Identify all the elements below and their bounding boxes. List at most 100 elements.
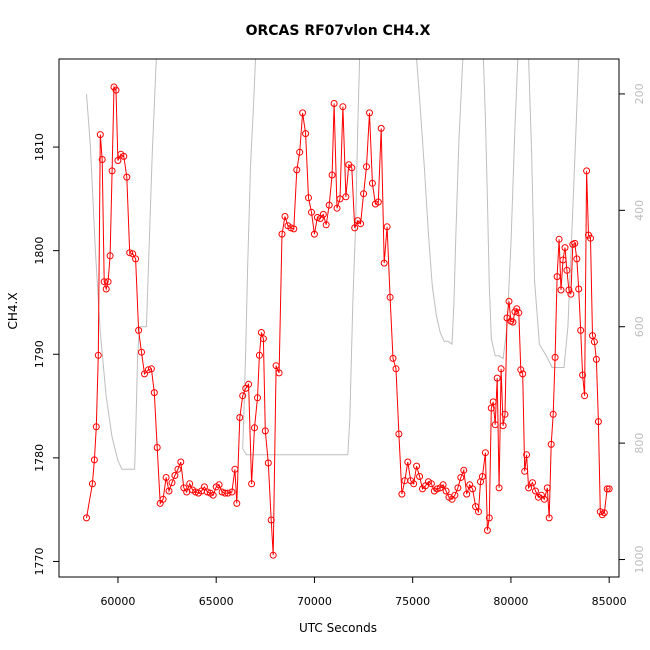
ch4-point [529, 479, 536, 487]
ch4-point [264, 459, 272, 467]
ch4-point [472, 503, 480, 511]
x-axis-label: UTC Seconds [299, 621, 377, 635]
ch4-point [112, 86, 120, 94]
ch4-point [579, 371, 587, 379]
ch4-point [83, 514, 90, 522]
ch4-point [410, 480, 418, 488]
ch4-point [120, 152, 128, 160]
ch4-point [96, 131, 104, 139]
ch4-point [108, 167, 116, 175]
ch4-point [559, 256, 567, 264]
ch4-point [589, 332, 596, 340]
ch4-point [561, 244, 569, 252]
ch4-point [325, 201, 333, 209]
plot-frame [58, 58, 620, 578]
ch4-point [478, 473, 486, 480]
ch4-point [386, 293, 394, 301]
ch4-point [342, 193, 350, 201]
ch4-point [517, 366, 525, 374]
ch4-point [322, 221, 330, 229]
ch4-point [186, 480, 194, 488]
ch4-point [366, 109, 373, 117]
ch4-point [451, 491, 459, 499]
ch4-point [299, 109, 307, 117]
y2-tick-label: 600 [633, 316, 646, 337]
ch4-point [416, 473, 424, 480]
ch4-point [233, 499, 241, 507]
x-tick-label: 65000 [199, 595, 234, 608]
ch4-point [272, 362, 280, 370]
y2-tick-label: 1000 [633, 546, 646, 574]
ch4-point [259, 335, 267, 343]
ch4-point [106, 252, 114, 260]
ch4-point [489, 398, 497, 406]
ch4-point [475, 508, 482, 516]
ch4-point [577, 326, 585, 334]
ch4-point [310, 230, 318, 238]
ch4-point [94, 351, 102, 359]
ch4-point [567, 290, 575, 298]
ch4-point [583, 167, 591, 175]
ch4-point [598, 511, 606, 519]
ch4-point [88, 480, 96, 488]
ch4-point [287, 224, 295, 232]
ch4-point [543, 484, 551, 492]
ch4-point [177, 458, 185, 466]
x-tick-label: 85000 [592, 595, 627, 608]
ch4-point [296, 148, 304, 156]
ch4-point [357, 220, 365, 228]
ch4-point [339, 103, 347, 111]
ch4-point [231, 465, 239, 473]
ch4-point [162, 474, 170, 481]
ch4-point [102, 285, 110, 293]
ch4-point [603, 485, 611, 493]
ch4-point [493, 374, 501, 382]
ch4-point [563, 266, 571, 274]
ch4-point [90, 456, 98, 464]
ch4-point [433, 485, 441, 493]
ch4-point [221, 489, 229, 497]
ch4-point [98, 156, 106, 163]
ch4-point [557, 286, 565, 294]
ch4-point [549, 410, 557, 418]
ch4-point [501, 410, 509, 418]
ch4-point [392, 365, 400, 373]
ch4-point [100, 278, 108, 286]
ch4-point [269, 551, 277, 559]
ch4-point [442, 487, 450, 495]
ch4-point [293, 166, 301, 174]
ch4-point [565, 286, 573, 294]
ch4-point [165, 487, 173, 495]
ch4-point [126, 249, 134, 257]
ch4-point [302, 130, 310, 138]
ch4-point [114, 157, 122, 164]
ch4-point [333, 204, 341, 212]
y2-tick-label: 800 [633, 433, 646, 454]
x-tick-label: 75000 [395, 595, 430, 608]
ch4-point [336, 195, 344, 203]
ch4-point [290, 225, 298, 233]
ch4-point [313, 214, 321, 221]
ch4-point [150, 389, 158, 397]
ch4-point [485, 514, 493, 522]
ch4-point [573, 255, 581, 263]
ch4-series [83, 83, 613, 559]
y-tick-label: 1800 [33, 237, 46, 265]
ch4-point [575, 285, 583, 293]
x-tick-label: 60000 [100, 595, 135, 608]
ch4-point [469, 485, 477, 493]
ch4-point [132, 255, 140, 263]
ch4-point [497, 365, 505, 373]
ch4-point [571, 239, 579, 247]
ch4-point [224, 489, 232, 497]
y-tick-label: 1780 [33, 444, 46, 472]
ch4-point [383, 223, 391, 231]
ch4-point [254, 394, 261, 402]
ch4-point [183, 488, 191, 496]
x-tick-label: 80000 [493, 595, 528, 608]
ch4-point [404, 458, 412, 466]
pressure-series [86, 59, 580, 470]
ch4-point [153, 444, 161, 451]
ch4-point [545, 514, 553, 522]
ch4-point [368, 179, 376, 187]
